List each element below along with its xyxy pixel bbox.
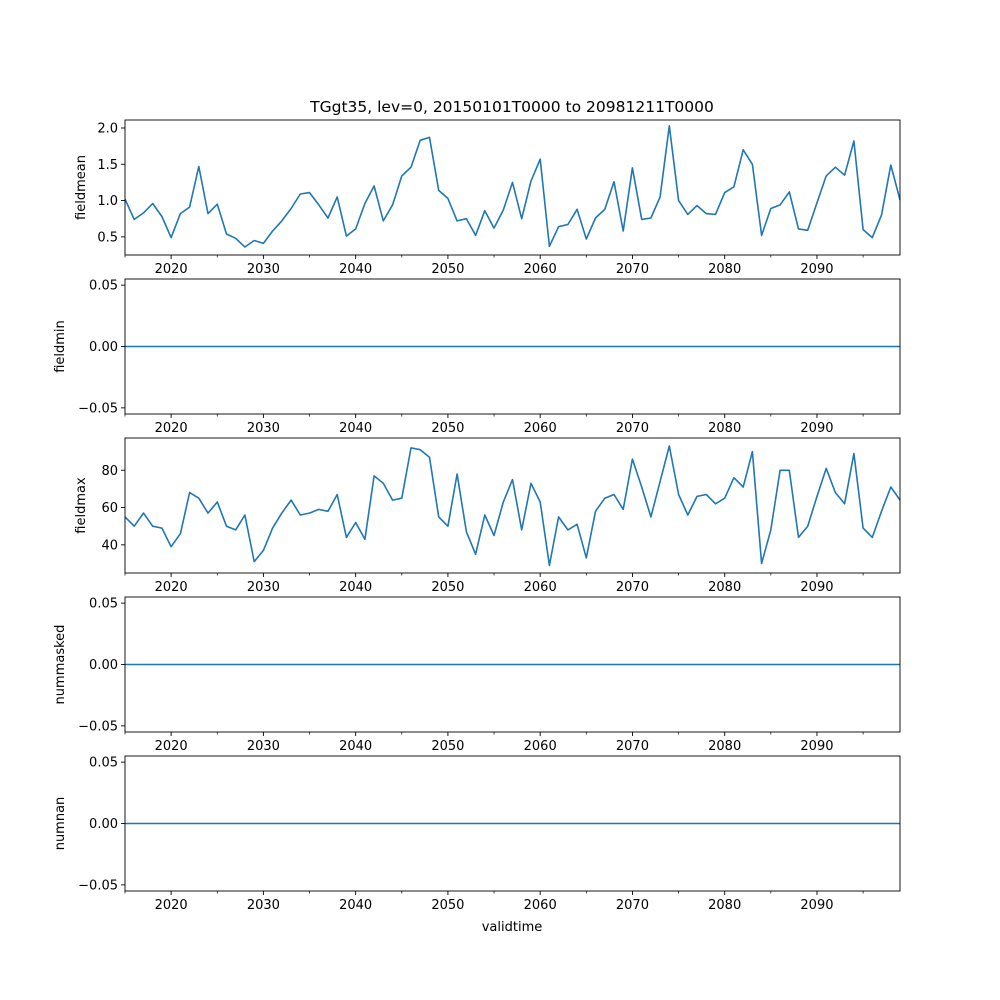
y-axis-label: fieldmin [53,320,68,373]
panel-nummasked: −0.05 0.00 0.05 nummasked 2020 2030 2040 2050 20… [53,596,901,754]
x-tick-label: 2020 [155,580,188,595]
axes-frame [124,437,901,574]
x-tick-label: 2050 [431,898,464,913]
x-tick-label: 2070 [616,580,649,595]
y-tick-label: 2.0 [97,121,118,136]
x-tick-label: 2090 [800,898,833,913]
y-tick-label: 1.0 [97,194,118,209]
series-line-fieldmax [124,445,901,567]
x-tick-label: 2040 [339,262,372,277]
x-tick-label: 2060 [524,898,557,913]
y-axis-label: numnan [53,797,68,851]
x-tick-label: 2040 [339,580,372,595]
y-tick-label: 1.5 [97,158,118,173]
axes-frame [124,119,901,256]
y-tick-label: 0.5 [97,230,118,245]
x-tick-label: 2070 [616,739,649,754]
x-tick-label: 2020 [155,739,188,754]
y-axis-label: fieldmean [74,155,89,220]
x-tick-label: 2070 [616,421,649,436]
panel-fieldmax: 40 60 80 fieldmax 2020 2030 2040 2050 2060 2070 20… [74,437,901,595]
chart-title: TGgt35, lev=0, 20150101T0000 to 20981211… [309,98,714,116]
x-tick-label: 2060 [524,580,557,595]
panel-numnan: −0.05 0.00 0.05 numnan 2020 2030 2040 2050 2060 2… [53,755,901,913]
y-axis-label: fieldmax [74,477,89,534]
y-tick-label: −0.05 [78,878,118,893]
x-tick-label: 2030 [247,580,280,595]
x-tick-label: 2070 [616,898,649,913]
y-tick-label: 40 [101,538,118,553]
x-tick-label: 2050 [431,262,464,277]
y-tick-label: 60 [101,501,118,516]
y-tick-label: 0.05 [89,597,118,612]
x-tick-label: 2030 [247,262,280,277]
x-tick-label: 2030 [247,739,280,754]
x-tick-label: 2060 [524,262,557,277]
panel-fieldmin: −0.05 0.00 0.05 fieldmin 2020 2030 2040 2050 206… [53,278,901,436]
x-tick-label: 2090 [800,739,833,754]
x-tick-label: 2080 [708,739,741,754]
y-tick-label: −0.05 [78,719,118,734]
y-tick-label: 0.00 [89,817,118,832]
x-axis-label: validtime [482,920,543,935]
x-tick-label: 2020 [155,421,188,436]
x-tick-label: 2080 [708,580,741,595]
x-tick-label: 2070 [616,262,649,277]
y-axis-label: nummasked [53,625,68,705]
x-tick-label: 2050 [431,580,464,595]
x-tick-label: 2020 [155,898,188,913]
x-tick-label: 2050 [431,421,464,436]
x-tick-label: 2090 [800,421,833,436]
y-tick-label: 0.05 [89,756,118,771]
x-tick-label: 2020 [155,262,188,277]
x-tick-label: 2080 [708,421,741,436]
y-tick-label: 0.00 [89,658,118,673]
x-tick-label: 2030 [247,421,280,436]
y-tick-label: 80 [101,464,118,479]
x-tick-label: 2090 [800,262,833,277]
y-tick-label: 0.05 [89,279,118,294]
x-tick-label: 2040 [339,739,372,754]
x-tick-label: 2040 [339,421,372,436]
x-tick-label: 2060 [524,421,557,436]
panel-fieldmean: 0.5 1.0 1.5 2.0 fieldmean 2020 2030 2040 2050 206… [74,119,901,277]
x-tick-label: 2080 [708,262,741,277]
x-tick-label: 2090 [800,580,833,595]
x-tick-label: 2030 [247,898,280,913]
x-tick-label: 2080 [708,898,741,913]
series-line-fieldmean [124,125,901,248]
x-tick-label: 2050 [431,739,464,754]
y-tick-label: 0.00 [89,340,118,355]
y-tick-label: −0.05 [78,401,118,416]
x-tick-label: 2040 [339,898,372,913]
x-tick-label: 2060 [524,739,557,754]
